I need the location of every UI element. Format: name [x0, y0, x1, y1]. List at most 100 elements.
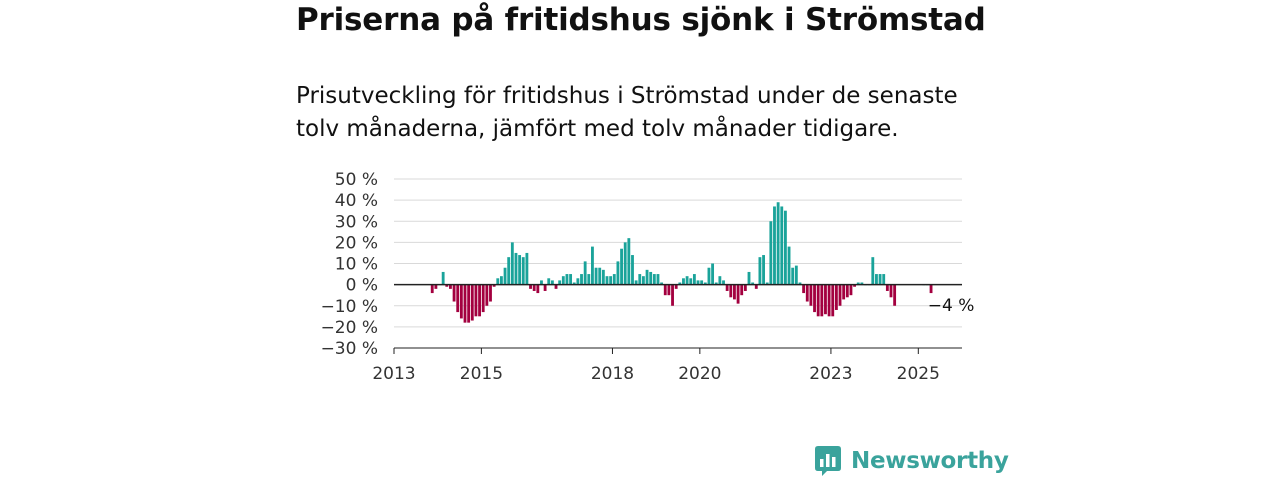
bar — [507, 257, 511, 285]
bar — [736, 284, 740, 304]
x-tick-label: 2013 — [372, 364, 415, 384]
bar — [860, 282, 864, 285]
bar — [849, 284, 853, 296]
bar — [875, 274, 878, 285]
bar — [503, 267, 507, 285]
bar — [492, 284, 496, 287]
bar — [470, 284, 474, 321]
bar — [532, 284, 536, 291]
bar — [929, 284, 933, 294]
bar — [754, 284, 758, 289]
bar — [740, 284, 744, 296]
bar — [576, 278, 580, 285]
bar — [558, 280, 562, 285]
bar — [802, 284, 806, 294]
bar — [656, 274, 660, 285]
bar — [787, 246, 791, 285]
bar — [700, 280, 704, 285]
bar — [692, 274, 696, 285]
gridlines — [394, 178, 962, 349]
brand-name: Newsworthy — [851, 448, 1009, 474]
bar — [641, 276, 645, 285]
bar — [449, 284, 452, 289]
bar — [682, 278, 685, 285]
bar — [663, 284, 667, 296]
y-tick-label: 20 % — [335, 233, 378, 253]
bar — [783, 210, 787, 285]
bar — [765, 282, 769, 285]
bar — [791, 267, 795, 285]
bar — [463, 284, 467, 323]
bar — [809, 284, 813, 306]
x-tick-label: 2020 — [678, 364, 721, 384]
bar — [762, 255, 765, 285]
bar — [842, 284, 846, 300]
bar — [452, 284, 456, 302]
bar — [572, 282, 576, 285]
bar — [758, 257, 762, 285]
bar — [565, 274, 569, 285]
bar — [722, 280, 725, 285]
bar — [645, 269, 649, 285]
bar — [554, 284, 558, 289]
bar — [456, 284, 460, 313]
bar — [798, 282, 802, 285]
bar — [856, 282, 860, 285]
newsworthy-logo-icon — [815, 446, 841, 476]
bar — [478, 284, 481, 317]
bar — [510, 242, 514, 285]
bar — [834, 284, 838, 310]
bar — [616, 261, 620, 285]
bar — [667, 284, 671, 296]
bar — [529, 284, 532, 289]
latest-value-annotation: −4 % — [928, 296, 975, 316]
bar — [623, 242, 627, 285]
bar — [853, 284, 857, 287]
bar — [871, 257, 875, 285]
bar — [485, 284, 489, 306]
bar — [543, 284, 547, 291]
x-tick-label: 2025 — [897, 364, 940, 384]
bar — [591, 246, 594, 285]
bar — [794, 265, 798, 285]
bar — [612, 274, 616, 285]
bar — [689, 278, 693, 285]
bar — [776, 202, 780, 285]
bar — [769, 221, 773, 285]
x-tick-label: 2018 — [591, 364, 634, 384]
bar — [889, 284, 893, 298]
bar — [878, 274, 882, 285]
bar — [631, 255, 634, 285]
bar — [845, 284, 849, 298]
bar — [780, 206, 784, 285]
bar — [685, 276, 689, 285]
bar — [820, 284, 824, 317]
bars — [430, 202, 933, 323]
bar — [430, 284, 434, 294]
bar — [638, 274, 642, 285]
bar — [831, 284, 835, 317]
bar — [598, 267, 602, 285]
bar — [711, 263, 715, 285]
y-tick-label: 40 % — [335, 191, 378, 211]
y-tick-label: −30 % — [321, 339, 378, 359]
bar — [583, 261, 587, 285]
bar — [587, 274, 591, 285]
x-tick-label: 2023 — [809, 364, 852, 384]
bar — [627, 238, 631, 285]
bar — [678, 282, 682, 285]
bar — [605, 276, 609, 285]
bar — [816, 284, 820, 317]
bar — [489, 284, 492, 302]
bar — [882, 274, 886, 285]
bar — [514, 252, 518, 285]
bar — [459, 284, 463, 319]
y-tick-label: −20 % — [321, 318, 378, 338]
bar — [601, 269, 605, 285]
tick-labels: −30 %−20 %−10 %0 %10 %20 %30 %40 %50 % 20… — [321, 170, 975, 384]
bar — [609, 276, 613, 285]
y-tick-label: 30 % — [335, 212, 378, 232]
brand-logo: Newsworthy — [815, 446, 1009, 476]
bar — [540, 280, 543, 285]
